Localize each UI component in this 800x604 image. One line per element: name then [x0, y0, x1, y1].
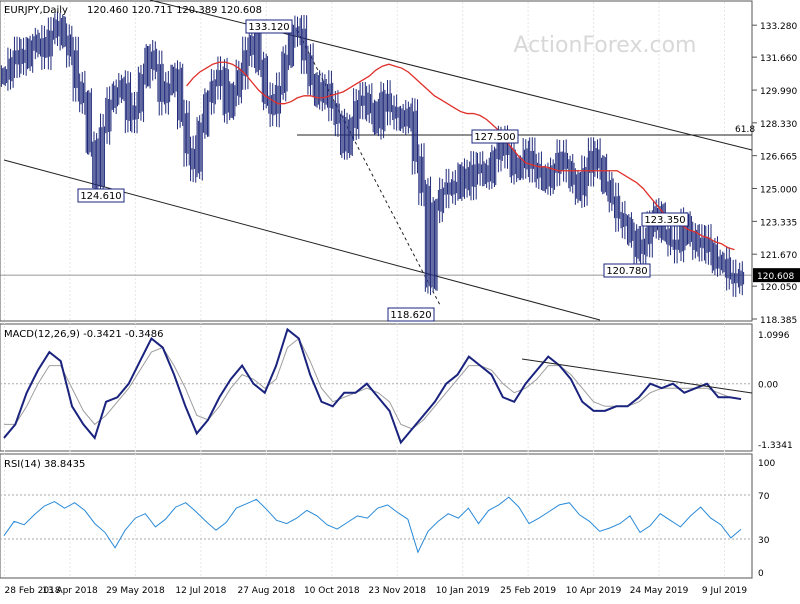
- price-tick-label: 123.335: [760, 218, 797, 228]
- watermark: ActionForex.com: [514, 33, 697, 58]
- price-tick-label: 129.990: [760, 87, 797, 97]
- x-tick-label: 25 Feb 2019: [500, 586, 556, 596]
- rsi-panel-frame: [0, 454, 752, 578]
- rsi-line: [4, 497, 741, 552]
- x-tick-label: 12 Jul 2018: [175, 586, 226, 596]
- x-tick-label: 10 Oct 2018: [304, 586, 360, 596]
- macd-tick-label: 0.00: [758, 381, 778, 391]
- level-label: 118.620: [390, 310, 431, 321]
- x-tick-label: 24 May 2019: [630, 586, 689, 596]
- level-label: 124.610: [80, 191, 121, 202]
- ohlc-readout: 120.460 120.711 120.389 120.608: [87, 5, 262, 16]
- rsi-tick-label: 0: [758, 569, 764, 579]
- level-label: 127.500: [474, 132, 515, 143]
- price-tick-label: 120.050: [760, 283, 797, 293]
- x-tick-label: 10 Apr 2019: [566, 586, 622, 596]
- macd-title: MACD(12,26,9) -0.3421 -0.3486: [4, 329, 164, 340]
- rsi-tick-label: 100: [758, 459, 775, 469]
- channel-line: [4, 160, 600, 320]
- macd-lines: [4, 329, 752, 442]
- price-tick-label: 128.330: [760, 120, 797, 130]
- macd-tick-label: 1.0996: [758, 331, 790, 341]
- x-tick-label: 29 May 2018: [106, 586, 165, 596]
- macd-panel-frame: [0, 324, 752, 451]
- rsi-tick-label: 70: [758, 492, 770, 502]
- x-tick-label: 27 Aug 2018: [237, 586, 295, 596]
- price-tick-label: 126.665: [760, 153, 797, 163]
- level-label: 133.120: [248, 22, 289, 33]
- x-tick-label: 23 Nov 2018: [368, 586, 426, 596]
- x-tick-label: 13 Apr 2018: [42, 586, 98, 596]
- rsi-title: RSI(14) 38.8435: [4, 459, 85, 470]
- macd-tick-label: -1.3341: [758, 441, 793, 451]
- rsi-line: [4, 497, 741, 552]
- level-label: 120.780: [606, 266, 647, 277]
- rsi-tick-label: 30: [758, 536, 770, 546]
- macd-line: [4, 329, 741, 442]
- level-label: 123.350: [644, 215, 685, 226]
- price-tick-label: 125.000: [760, 186, 797, 196]
- level-labels: 133.120 127.500 124.610 123.350 120.780 118.6…: [78, 20, 755, 321]
- symbol-title: EURJPY,Daily: [4, 5, 68, 16]
- x-tick-label: 10 Jan 2019: [436, 586, 490, 596]
- price-tick-label: 131.660: [760, 54, 797, 64]
- macd-trendline: [522, 359, 752, 393]
- fib-label: 61.8: [735, 125, 755, 135]
- price-tick-label: 118.385: [760, 316, 797, 326]
- price-tick-label: 121.670: [760, 251, 797, 261]
- x-tick-label: 9 Jul 2019: [702, 586, 747, 596]
- grid-layer: [0, 2, 752, 578]
- price-tick-label: 133.280: [760, 22, 797, 32]
- current-price-label: 120.608: [757, 272, 794, 282]
